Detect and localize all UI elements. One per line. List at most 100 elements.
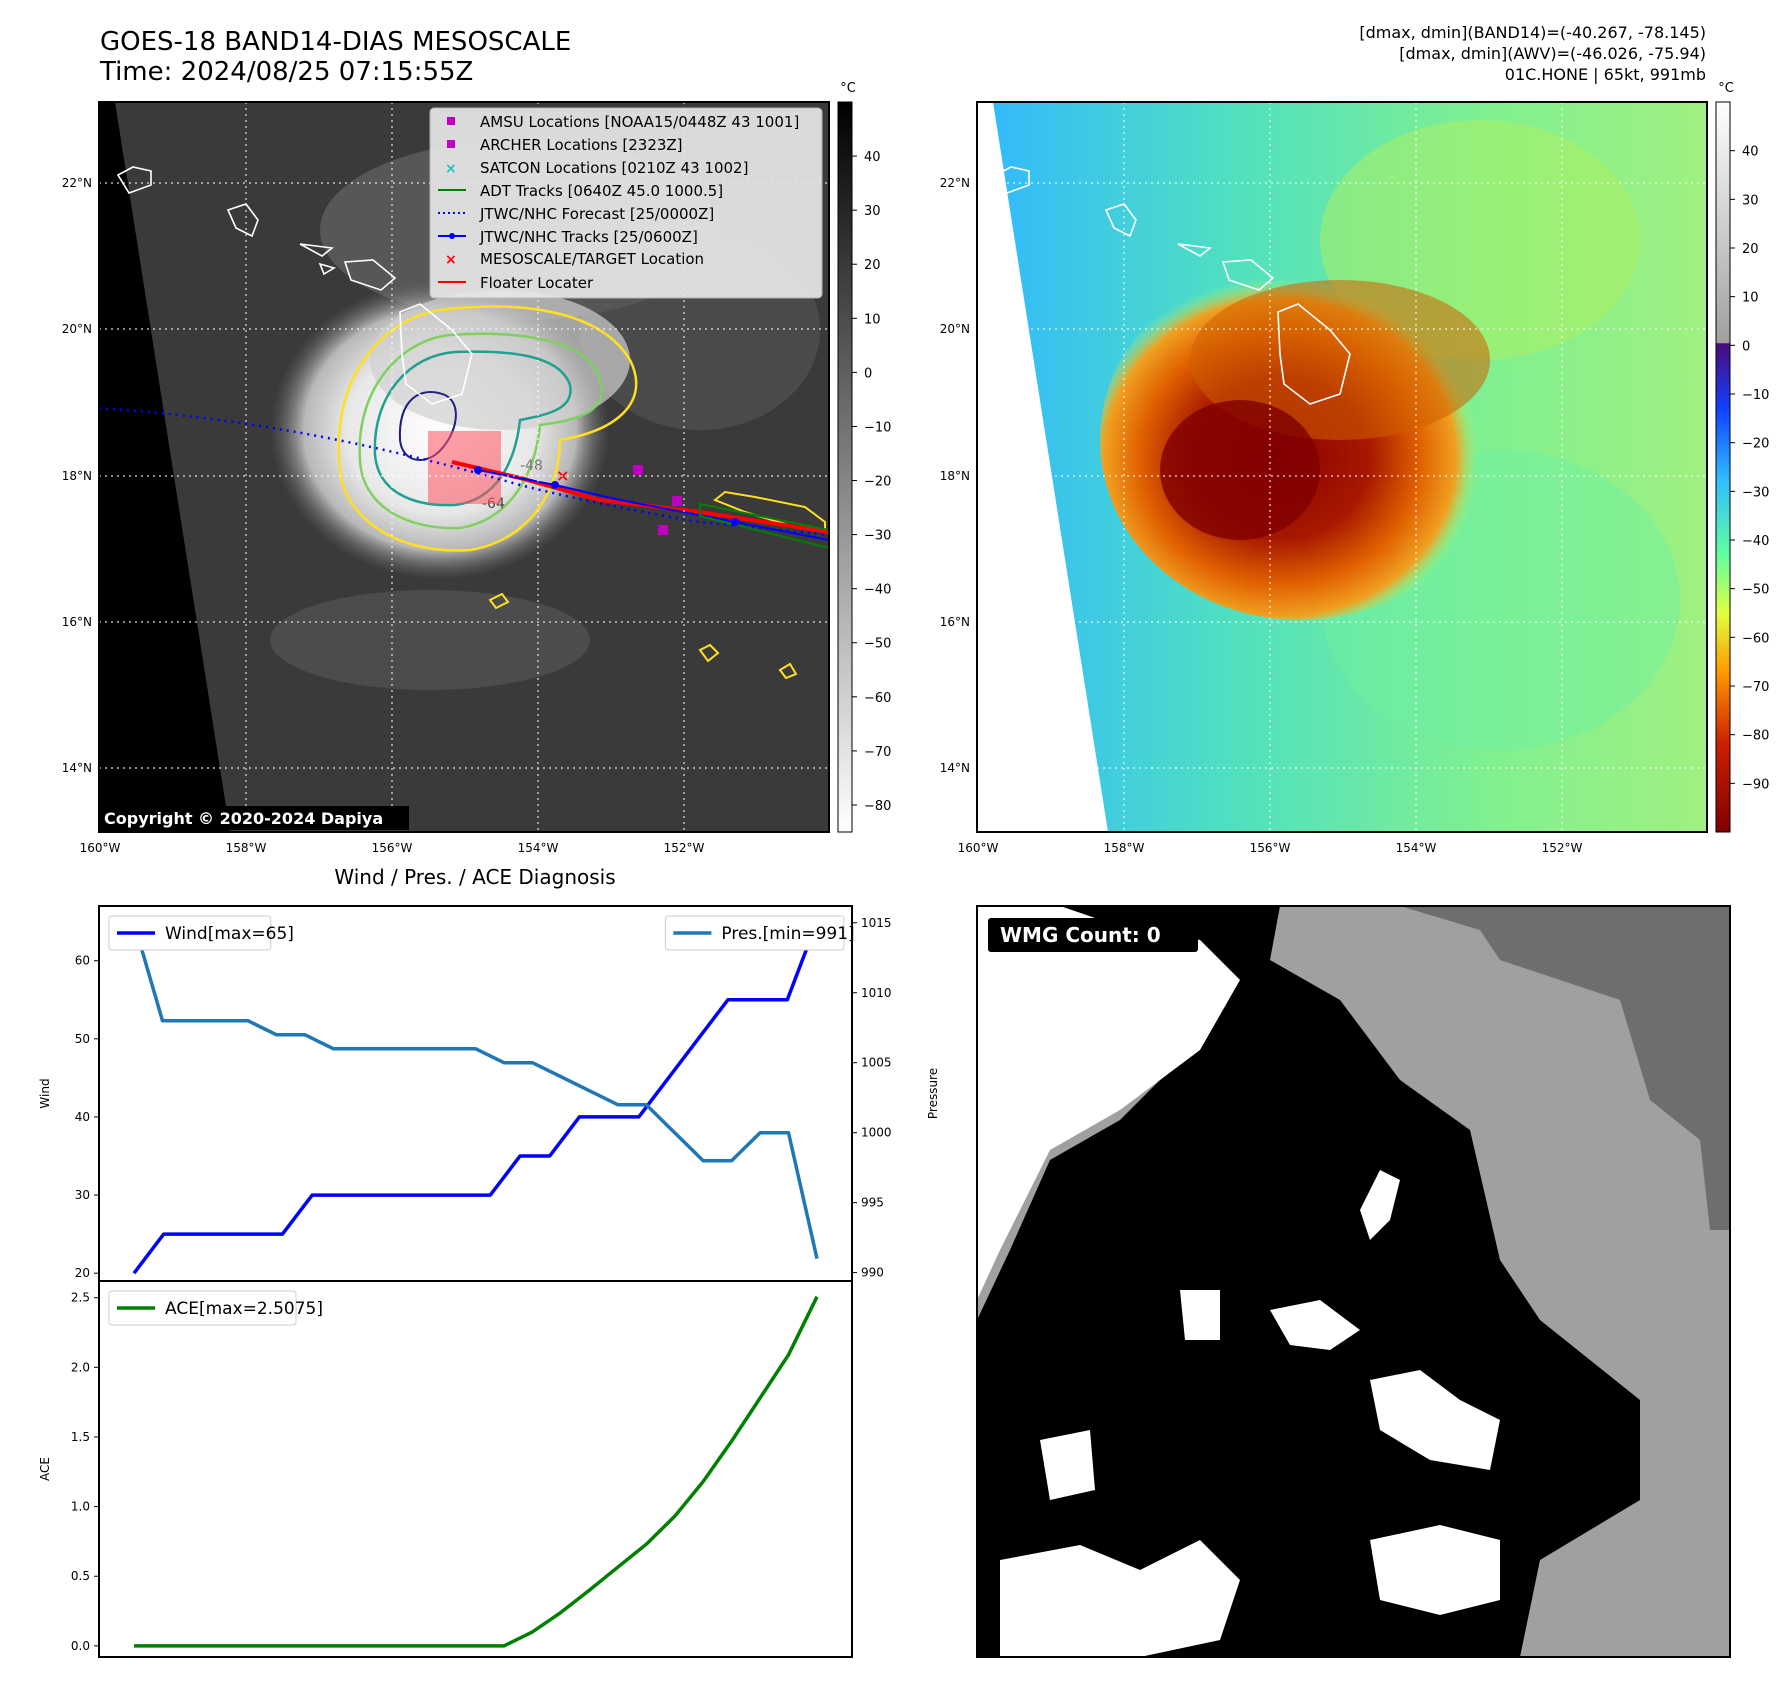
legend-target-marker: × [445, 252, 457, 268]
island-maui [299, 243, 397, 291]
contour-teal [373, 350, 572, 507]
contour-navy [398, 391, 457, 461]
wind-legend-box-1 [664, 915, 845, 951]
adt-track [699, 502, 829, 550]
diagnosis-title: Wind / Pres. / ACE Diagnosis [334, 865, 615, 889]
ir-colorbar: °C 40 30 20 10 0 −10 −20 −30 −40 −50 −60 −70 −80 [837, 81, 891, 833]
wind-ytick-label: 50 [75, 1032, 90, 1046]
wind-y2tick-label: 1005 [861, 1056, 892, 1070]
awv-colorbar-tick-label: −30 [1742, 485, 1769, 500]
awv-colorbar-tick-label: −50 [1742, 583, 1769, 598]
awv-colorbar-unit: °C [1718, 81, 1734, 96]
legend-amsu-marker [447, 117, 455, 125]
awv-lon-158: 158°W [1104, 841, 1145, 855]
ir-lat-22: 22°N [62, 176, 92, 190]
ace-ytick-label: 1.5 [71, 1430, 90, 1444]
awv-colorbar-tick-label: 0 [1742, 339, 1750, 354]
ir-colorbar-unit: °C [840, 81, 856, 96]
ir-nodata-region [99, 102, 230, 832]
awv-map-frame [976, 101, 1708, 833]
wind-legend-box-0 [108, 915, 272, 951]
ir-lat-18: 18°N [62, 469, 92, 483]
awv-lon-156: 156°W [1250, 841, 1291, 855]
legend-archer-marker [447, 140, 455, 148]
amsu-marker [672, 496, 682, 506]
ir-colorbar-tick-label: −60 [864, 691, 891, 706]
wind-ytick-label: 30 [75, 1188, 90, 1202]
awv-lat-22: 22°N [940, 176, 970, 190]
legend-satcon: SATCON Locations [0210Z 43 1002] [480, 159, 748, 177]
ir-colorbar-tick-label: −20 [864, 475, 891, 490]
ir-colorbar-tick-label: −50 [864, 637, 891, 652]
wind-legend-label-1: Pres.[min=991] [721, 924, 854, 944]
awv-lat-20: 20°N [940, 322, 970, 336]
awv-colorbar-tick-label: 20 [1742, 242, 1759, 257]
wind-y2label: Pressure [926, 1068, 940, 1119]
wind-series-0 [132, 920, 819, 1275]
ir-lon-152: 152°W [664, 841, 705, 855]
floater-box [428, 431, 501, 504]
figure-title: GOES-18 BAND14-DIAS MESOSCALE [100, 27, 571, 57]
awv-lat-14: 14°N [940, 761, 970, 775]
jtwc-track [477, 469, 829, 541]
wind-y2tick-label: 1000 [861, 1126, 892, 1140]
legend-amsu: AMSU Locations [NOAA15/0448Z 43 1001] [480, 113, 799, 131]
ir-map: -64 -48 × [62, 81, 892, 855]
ir-colorbar-tick-label: 40 [864, 150, 881, 165]
ace-ytick-label: 2.0 [71, 1360, 90, 1374]
ir-colorbar-tick-label: 0 [864, 366, 872, 381]
legend-archer: ARCHER Locations [2323Z] [480, 136, 683, 154]
ir-legend: AMSU Locations [NOAA15/0448Z 43 1001] AR… [429, 107, 823, 299]
ir-colorbar-tick-label: 10 [864, 312, 881, 327]
awv-colorbar-tick-label: 40 [1742, 145, 1759, 160]
ir-colorbar-tick-label: −10 [864, 420, 891, 435]
ir-colorbar-tick-label: −30 [864, 529, 891, 544]
wind-ytick-label: 40 [75, 1110, 90, 1124]
island-oahu [226, 203, 259, 238]
awv-colorbar-tick-label: −40 [1742, 534, 1769, 549]
awv-lon-154: 154°W [1396, 841, 1437, 855]
island-hawaii [399, 303, 473, 405]
wind-series-1 [132, 922, 819, 1259]
ir-colorbar-tick-label: −70 [864, 745, 891, 760]
wmg-white-region [977, 906, 1240, 1300]
legend-satcon-marker: × [445, 161, 457, 177]
awv-gridlines [977, 102, 1707, 832]
awv-lat-18: 18°N [940, 469, 970, 483]
awv-map: 160°W 158°W 156°W 154°W 152°W 22°N 20°N … [940, 81, 1770, 855]
ir-lon-156: 156°W [372, 841, 413, 855]
floater-track [451, 460, 829, 534]
awv-colorbar-tick-label: −70 [1742, 680, 1769, 695]
ace-chart-frame [98, 1280, 853, 1658]
awv-colorbar-tick-label: −60 [1742, 631, 1769, 646]
ace-ylabel: ACE [38, 1457, 52, 1481]
ir-lat-16: 16°N [62, 615, 92, 629]
island-kauai [116, 166, 152, 194]
ir-lat-14: 14°N [62, 761, 92, 775]
ir-lon-158: 158°W [226, 841, 267, 855]
legend-tracks: JTWC/NHC Tracks [25/0600Z] [479, 228, 698, 246]
ir-colorbar-tick-label: −40 [864, 583, 891, 598]
figure-time: Time: 2024/08/25 07:15:55Z [99, 57, 473, 87]
wind-ytick-label: 60 [75, 954, 90, 968]
awv-colorbar-ramp [1715, 101, 1731, 833]
wmg-count-box [988, 918, 1198, 952]
wind-legend-label-0: Wind[max=65] [165, 924, 294, 944]
wmg-frame [976, 905, 1731, 1658]
wind-y2tick-label: 990 [861, 1266, 884, 1280]
contour-label-48: -48 [520, 458, 543, 474]
awv-lon-152: 152°W [1542, 841, 1583, 855]
ace-chart: 0.0 0.5 1.0 1.5 2.0 2.5 ACE ACE[max=2.5075] [38, 1280, 853, 1658]
ir-colorbar-tick-label: −80 [864, 799, 891, 814]
ace-ytick-label: 0.5 [71, 1569, 90, 1583]
ir-colorbar-ramp [837, 101, 853, 833]
contour-yellow [337, 305, 638, 552]
wind-ylabel: Wind [38, 1078, 52, 1108]
ace-legend-label-0: ACE[max=2.5075] [165, 1299, 323, 1319]
ir-lon-160: 160°W [80, 841, 121, 855]
copyright: Copyright © 2020-2024 Dapiya [104, 809, 383, 828]
awv-colorbar-tick-label: 30 [1742, 193, 1759, 208]
awv-lon-160: 160°W [958, 841, 999, 855]
wmg-darkgray [1400, 906, 1730, 1230]
